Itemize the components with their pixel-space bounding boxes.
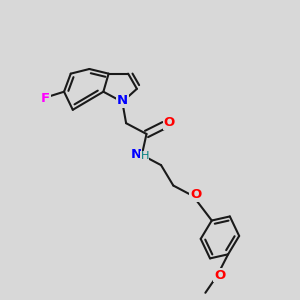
- Text: O: O: [190, 188, 202, 201]
- Text: H: H: [140, 152, 149, 161]
- Text: O: O: [214, 268, 226, 281]
- Text: O: O: [164, 116, 175, 129]
- Text: N: N: [130, 148, 142, 160]
- Text: F: F: [40, 92, 50, 105]
- Text: N: N: [117, 94, 128, 107]
